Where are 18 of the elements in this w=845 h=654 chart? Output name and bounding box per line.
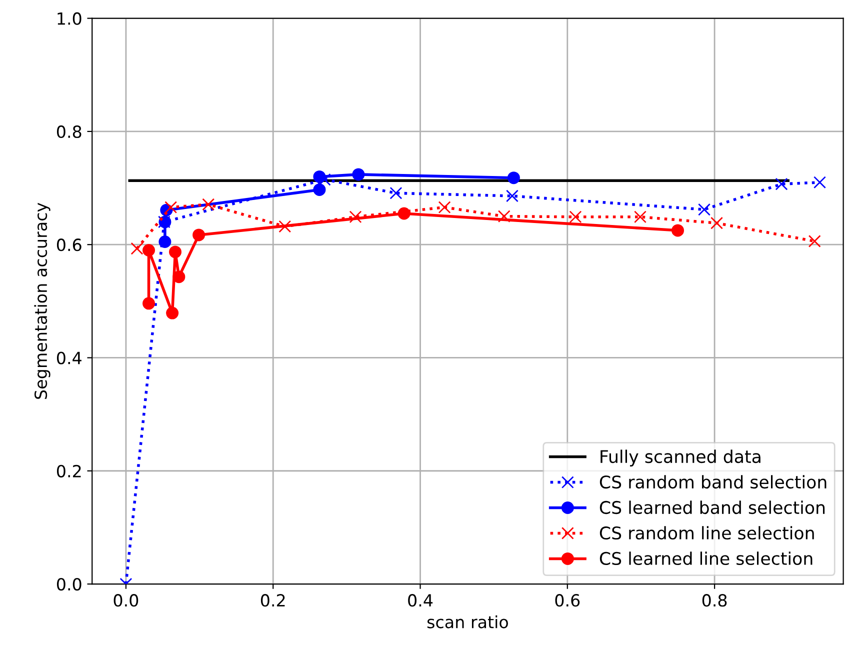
x-tick-label: 0.6 [555, 594, 580, 607]
legend-label: CS random line selection [600, 526, 814, 540]
legend-label: CS learned line selection [600, 552, 812, 566]
y-tick-label: 0.8 [56, 125, 82, 138]
x-tick-label: 0.0 [114, 594, 138, 607]
legend-label: CS learned band selection [600, 500, 825, 514]
y-tick-label: 0.2 [56, 464, 81, 478]
y-tick-label: 0.4 [56, 352, 82, 364]
y-tick-label: 0.0 [56, 578, 82, 591]
x-axis-title: scan ratio [427, 615, 508, 628]
legend-label: Fully scanned data [600, 450, 760, 466]
y-tick-label: 0.6 [56, 238, 82, 252]
legend-label: CS random band selection [600, 475, 826, 489]
x-tick-label: 0.8 [702, 594, 727, 607]
x-tick-label: 0.4 [408, 594, 433, 607]
y-tick-label: 1.0 [58, 12, 82, 25]
x-tick-label: 0.2 [260, 594, 285, 607]
y-axis-title: Segmentation accuracy [34, 202, 50, 399]
